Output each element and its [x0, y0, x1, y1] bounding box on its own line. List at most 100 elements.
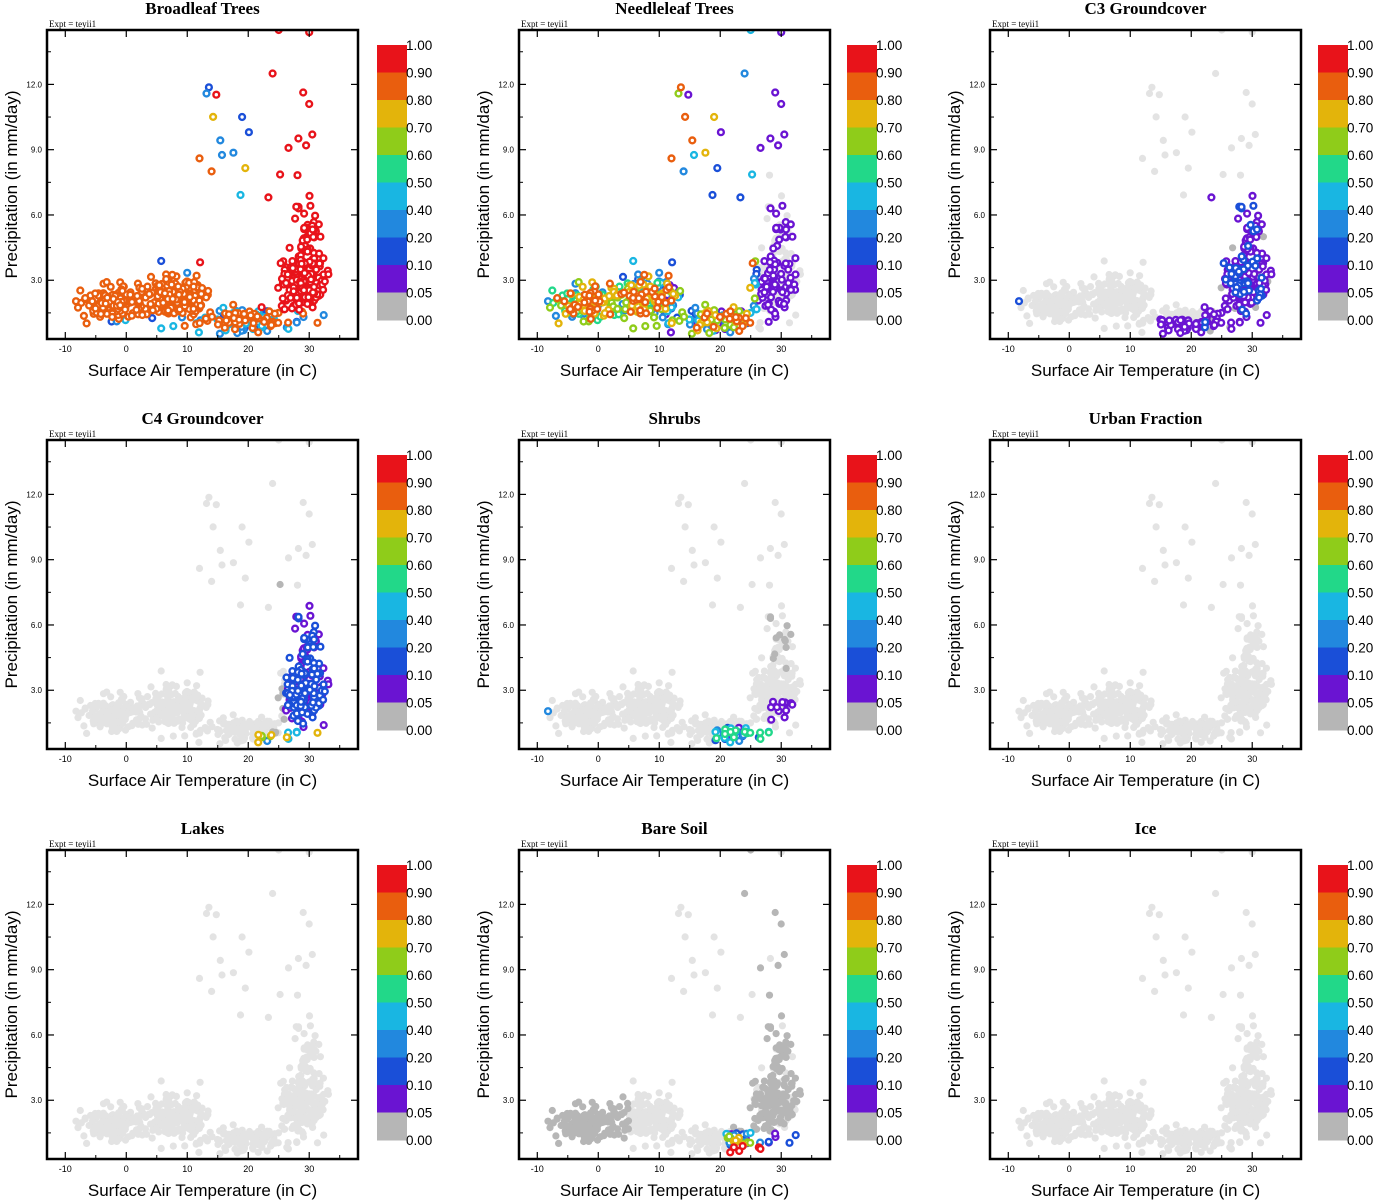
data-point: [294, 612, 303, 622]
colorbar-label: 0.80: [1347, 503, 1373, 518]
data-point: [308, 698, 318, 707]
point-zero: [99, 702, 108, 710]
experiment-label: Expt = teyii1: [521, 19, 568, 29]
point-zero: [1190, 721, 1198, 730]
point-zero: [606, 690, 614, 698]
y-tick-label: 3.0: [974, 276, 986, 285]
data-point: [204, 286, 213, 296]
data-point: [126, 290, 135, 299]
data-point: [545, 303, 555, 312]
colorbar-swatch: [377, 127, 407, 156]
data-point: [779, 299, 789, 309]
point-zero: [792, 721, 800, 729]
scatter-points: [71, 30, 333, 338]
point-zero: [157, 667, 165, 675]
point-zero: [1248, 602, 1257, 610]
point-zero: [116, 1098, 124, 1106]
point-zero: [80, 722, 88, 730]
data-point: [725, 314, 734, 323]
colorbar-label: 0.90: [876, 66, 902, 81]
point-zero: [749, 669, 757, 677]
point-zero: [766, 687, 774, 695]
data-point: [585, 307, 594, 316]
data-point: [591, 296, 600, 305]
point-zero: [1057, 725, 1065, 733]
point-zero: [1135, 319, 1144, 327]
data-point: [760, 288, 769, 297]
data-point: [1227, 324, 1236, 334]
point-zero: [1259, 233, 1267, 241]
point-zero: [585, 718, 594, 726]
point-zero: [1131, 301, 1139, 309]
data-point: [305, 191, 314, 201]
point-zero: [1227, 735, 1235, 743]
point-zero: [1056, 308, 1065, 316]
data-point: [79, 311, 89, 321]
point-zero: [76, 1106, 84, 1115]
point-zero: [162, 680, 170, 689]
x-tick-label: -10: [531, 344, 544, 354]
colorbar-label: 0.50: [876, 586, 902, 601]
point-zero: [1172, 301, 1180, 309]
colorbar-swatch: [1318, 237, 1348, 266]
data-point: [308, 225, 317, 234]
point-zero: [785, 319, 794, 327]
data-point: [618, 272, 628, 282]
y-axis-label: Precipitation (in mm/day): [2, 90, 21, 278]
colorbar-swatch: [377, 620, 407, 648]
colorbar-label: 0.10: [406, 668, 432, 683]
data-point: [222, 316, 231, 325]
point-zero: [94, 1112, 102, 1120]
data-point: [767, 715, 776, 724]
data-point: [770, 280, 780, 289]
data-point: [254, 328, 263, 337]
point-zero: [1212, 479, 1220, 488]
point-zero: [1040, 714, 1048, 722]
point-zero: [1155, 91, 1163, 99]
point-zero: [1135, 729, 1144, 737]
y-tick-label: 3.0: [31, 686, 43, 695]
data-point: [168, 294, 177, 304]
point-zero: [129, 719, 137, 727]
data-point: [264, 193, 273, 202]
point-zero: [164, 718, 172, 726]
data-point: [691, 303, 700, 312]
point-zero: [117, 1105, 125, 1113]
point-zero: [774, 551, 782, 560]
point-zero: [1050, 706, 1059, 714]
colorbar-swatch: [847, 72, 877, 101]
data-point: [676, 83, 686, 92]
point-zero: [133, 1112, 141, 1120]
point-zero: [280, 715, 288, 723]
point-zero: [569, 714, 577, 722]
data-point: [605, 279, 615, 288]
data-point: [1219, 259, 1228, 268]
point-zero: [1121, 723, 1129, 732]
point-zero: [1176, 739, 1184, 747]
data-point: [1262, 311, 1271, 320]
point-zero: [1212, 69, 1220, 78]
point-zero: [1113, 719, 1121, 727]
colorbar-label: 0.40: [1347, 203, 1373, 218]
data-point: [1227, 269, 1236, 279]
point-zero: [1152, 113, 1160, 121]
point-zero: [195, 714, 203, 723]
colorbar-label: 0.05: [876, 286, 902, 301]
point-zero: [1236, 581, 1245, 589]
point-zero: [1133, 310, 1141, 318]
colorbar-swatch: [377, 510, 407, 538]
point-zero: [214, 730, 222, 739]
colorbar-swatch: [847, 702, 877, 731]
colorbar-label: 1.00: [1347, 448, 1373, 463]
point-zero: [155, 718, 163, 726]
point-zero: [143, 1130, 151, 1138]
point-zero: [1092, 306, 1100, 314]
colorbar-swatch: [1318, 510, 1348, 538]
colorbar-swatch: [1318, 292, 1348, 321]
data-point: [741, 314, 750, 323]
colorbar-label: 0.90: [1347, 476, 1373, 491]
point-zero: [114, 1135, 122, 1143]
point-zero: [1224, 715, 1232, 723]
point-zero: [778, 612, 787, 620]
